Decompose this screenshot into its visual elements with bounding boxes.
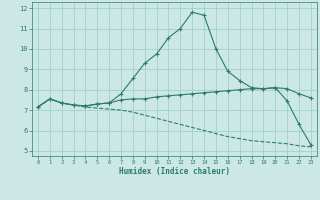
X-axis label: Humidex (Indice chaleur): Humidex (Indice chaleur) — [119, 167, 230, 176]
